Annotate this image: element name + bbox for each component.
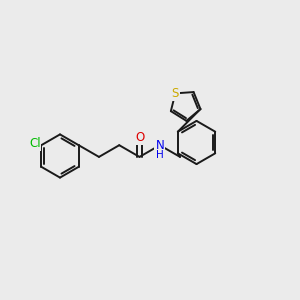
Text: Cl: Cl [29,137,40,150]
Text: S: S [172,87,179,100]
Text: H: H [156,150,164,160]
Text: O: O [135,131,144,144]
Text: N: N [155,139,164,152]
